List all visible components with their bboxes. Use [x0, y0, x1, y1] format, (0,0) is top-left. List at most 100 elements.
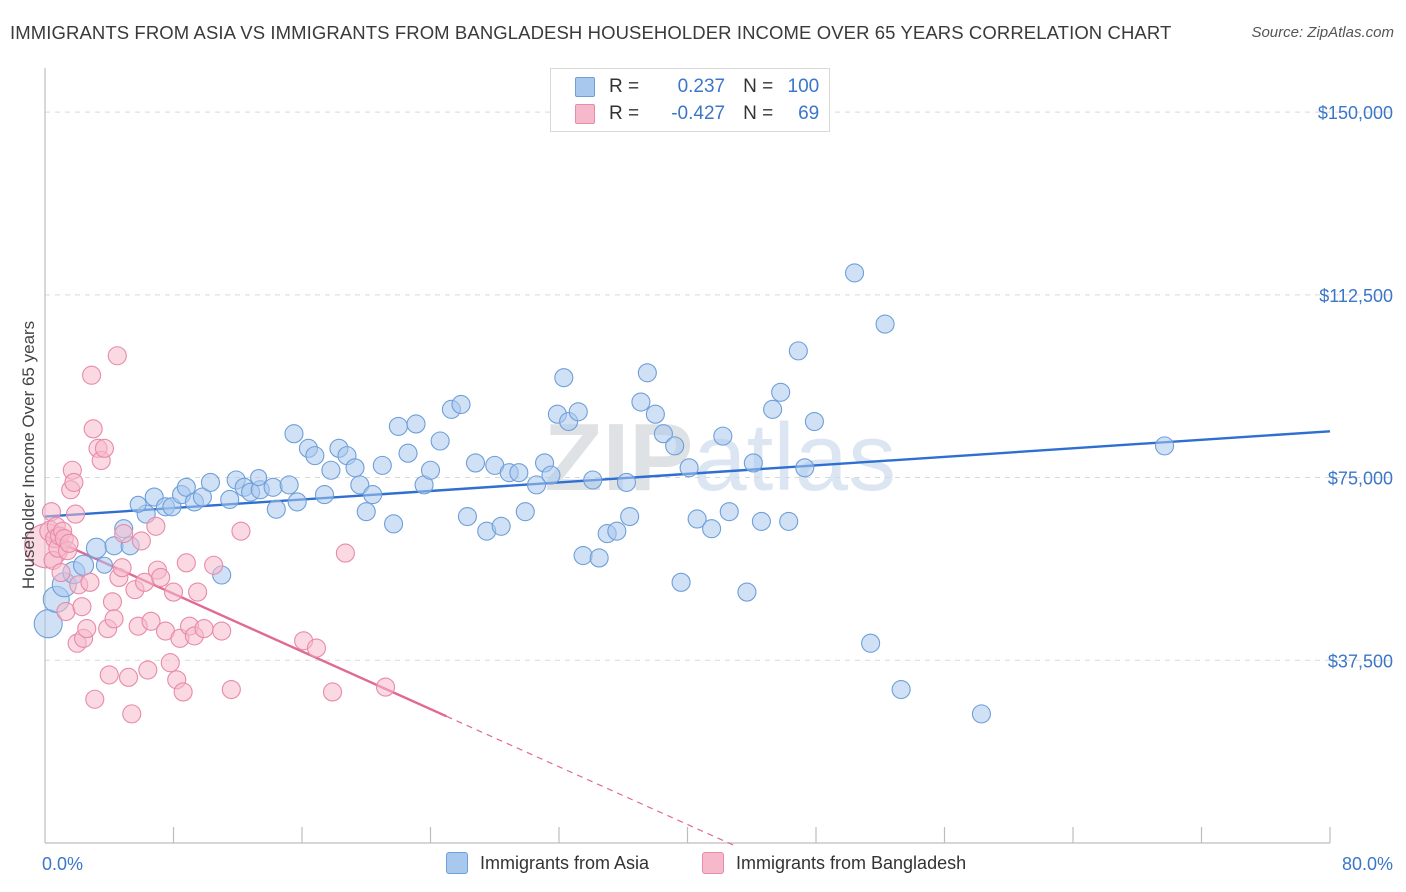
point-asia: [129, 495, 147, 513]
point-bangladesh: [122, 704, 142, 724]
point-bangladesh: [56, 602, 76, 622]
legend-n-value: 69: [798, 103, 820, 124]
series-swatch-bangladesh: [702, 852, 724, 874]
point-asia: [875, 314, 895, 334]
x-tick-labels: 0.0% 80.0%: [42, 854, 1393, 874]
point-asia: [583, 470, 603, 490]
point-bangladesh: [375, 677, 396, 697]
legend-r-value: 0.237: [677, 76, 726, 97]
axes: [44, 68, 1331, 844]
point-bangladesh: [104, 609, 124, 629]
point-bangladesh: [59, 533, 79, 553]
point-bangladesh: [51, 563, 71, 583]
point-asia: [398, 443, 418, 463]
point-asia: [73, 554, 95, 576]
series-swatch-asia: [446, 852, 468, 874]
source-label: Source: ZipAtlas.com: [1251, 24, 1394, 41]
point-bangladesh: [221, 679, 241, 700]
point-asia: [763, 399, 783, 419]
y-tick-label: $112,500: [1319, 286, 1393, 306]
point-asia: [713, 426, 733, 446]
correlation-legend: R = 0.237 N = 100 R = -0.427 N = 69: [550, 68, 830, 132]
point-bangladesh: [114, 524, 134, 544]
grid-lines: [45, 111, 1395, 661]
point-asia: [702, 519, 722, 539]
point-asia: [515, 502, 535, 522]
point-asia: [406, 414, 426, 434]
point-bangladesh: [138, 660, 158, 680]
point-asia: [795, 458, 815, 478]
point-asia: [971, 704, 991, 724]
point-asia: [200, 472, 220, 492]
point-bangladesh: [306, 638, 327, 658]
point-asia: [607, 521, 627, 541]
point-asia: [85, 537, 107, 559]
legend-r-label: R =: [609, 76, 640, 97]
point-bangladesh: [176, 553, 196, 573]
point-asia: [719, 502, 739, 522]
point-asia: [616, 472, 637, 492]
point-asia: [176, 477, 196, 497]
point-asia: [305, 446, 325, 466]
point-asia: [891, 679, 911, 700]
point-asia: [743, 453, 763, 473]
point-asia: [631, 392, 651, 412]
series-legend-bangladesh: Immigrants from Bangladesh: [702, 852, 966, 874]
point-bangladesh: [131, 531, 151, 551]
point-bangladesh: [188, 582, 208, 602]
point-bangladesh: [118, 667, 139, 687]
point-asia: [637, 363, 657, 383]
point-asia: [266, 499, 286, 519]
point-asia: [1155, 436, 1175, 456]
point-bangladesh: [335, 543, 355, 563]
point-asia: [220, 489, 240, 510]
y-axis-label: Householder Income Over 65 years: [19, 321, 38, 589]
point-asia: [541, 465, 561, 485]
point-asia: [284, 424, 304, 444]
point-asia: [509, 463, 529, 483]
point-asia: [420, 460, 441, 480]
point-bangladesh: [107, 346, 127, 366]
legend-swatch-asia: [575, 77, 595, 97]
point-bangladesh: [163, 582, 184, 602]
point-asia: [321, 460, 341, 480]
legend-n-label: N =: [743, 76, 774, 97]
point-bangladesh: [65, 504, 86, 524]
point-bangladesh: [112, 558, 132, 578]
point-asia: [363, 485, 383, 505]
point-asia: [372, 455, 392, 475]
point-asia: [384, 514, 404, 534]
series-legend-asia: Immigrants from Asia: [446, 852, 649, 874]
point-bangladesh: [160, 653, 180, 673]
point-asia: [192, 487, 212, 507]
point-bangladesh: [77, 619, 97, 639]
point-asia: [568, 402, 588, 422]
point-asia: [457, 506, 477, 527]
point-bangladesh: [99, 665, 119, 685]
point-asia: [751, 511, 771, 531]
data-points: [24, 263, 1175, 724]
trend-line-extension-bangladesh: [446, 715, 736, 847]
legend-n-label: N =: [743, 103, 774, 124]
point-asia: [491, 516, 511, 536]
point-bangladesh: [146, 516, 166, 536]
point-asia: [573, 545, 593, 566]
point-asia: [788, 341, 808, 361]
watermark: ZIPatlas: [544, 404, 896, 511]
y-tick-labels: $37,500 $75,000 $112,500 $150,000: [1318, 103, 1393, 671]
point-asia: [526, 475, 547, 495]
point-asia: [465, 453, 486, 473]
point-asia: [671, 572, 691, 592]
series-name-asia: Immigrants from Asia: [480, 852, 650, 873]
x-tick-label: 0.0%: [42, 854, 83, 874]
point-bangladesh: [322, 682, 343, 702]
point-asia: [287, 492, 307, 512]
point-asia: [314, 485, 335, 505]
point-asia: [620, 506, 640, 527]
point-asia: [653, 424, 673, 444]
point-bangladesh: [72, 597, 92, 617]
point-asia: [679, 458, 699, 478]
point-asia: [554, 368, 574, 388]
point-bangladesh: [64, 472, 84, 492]
